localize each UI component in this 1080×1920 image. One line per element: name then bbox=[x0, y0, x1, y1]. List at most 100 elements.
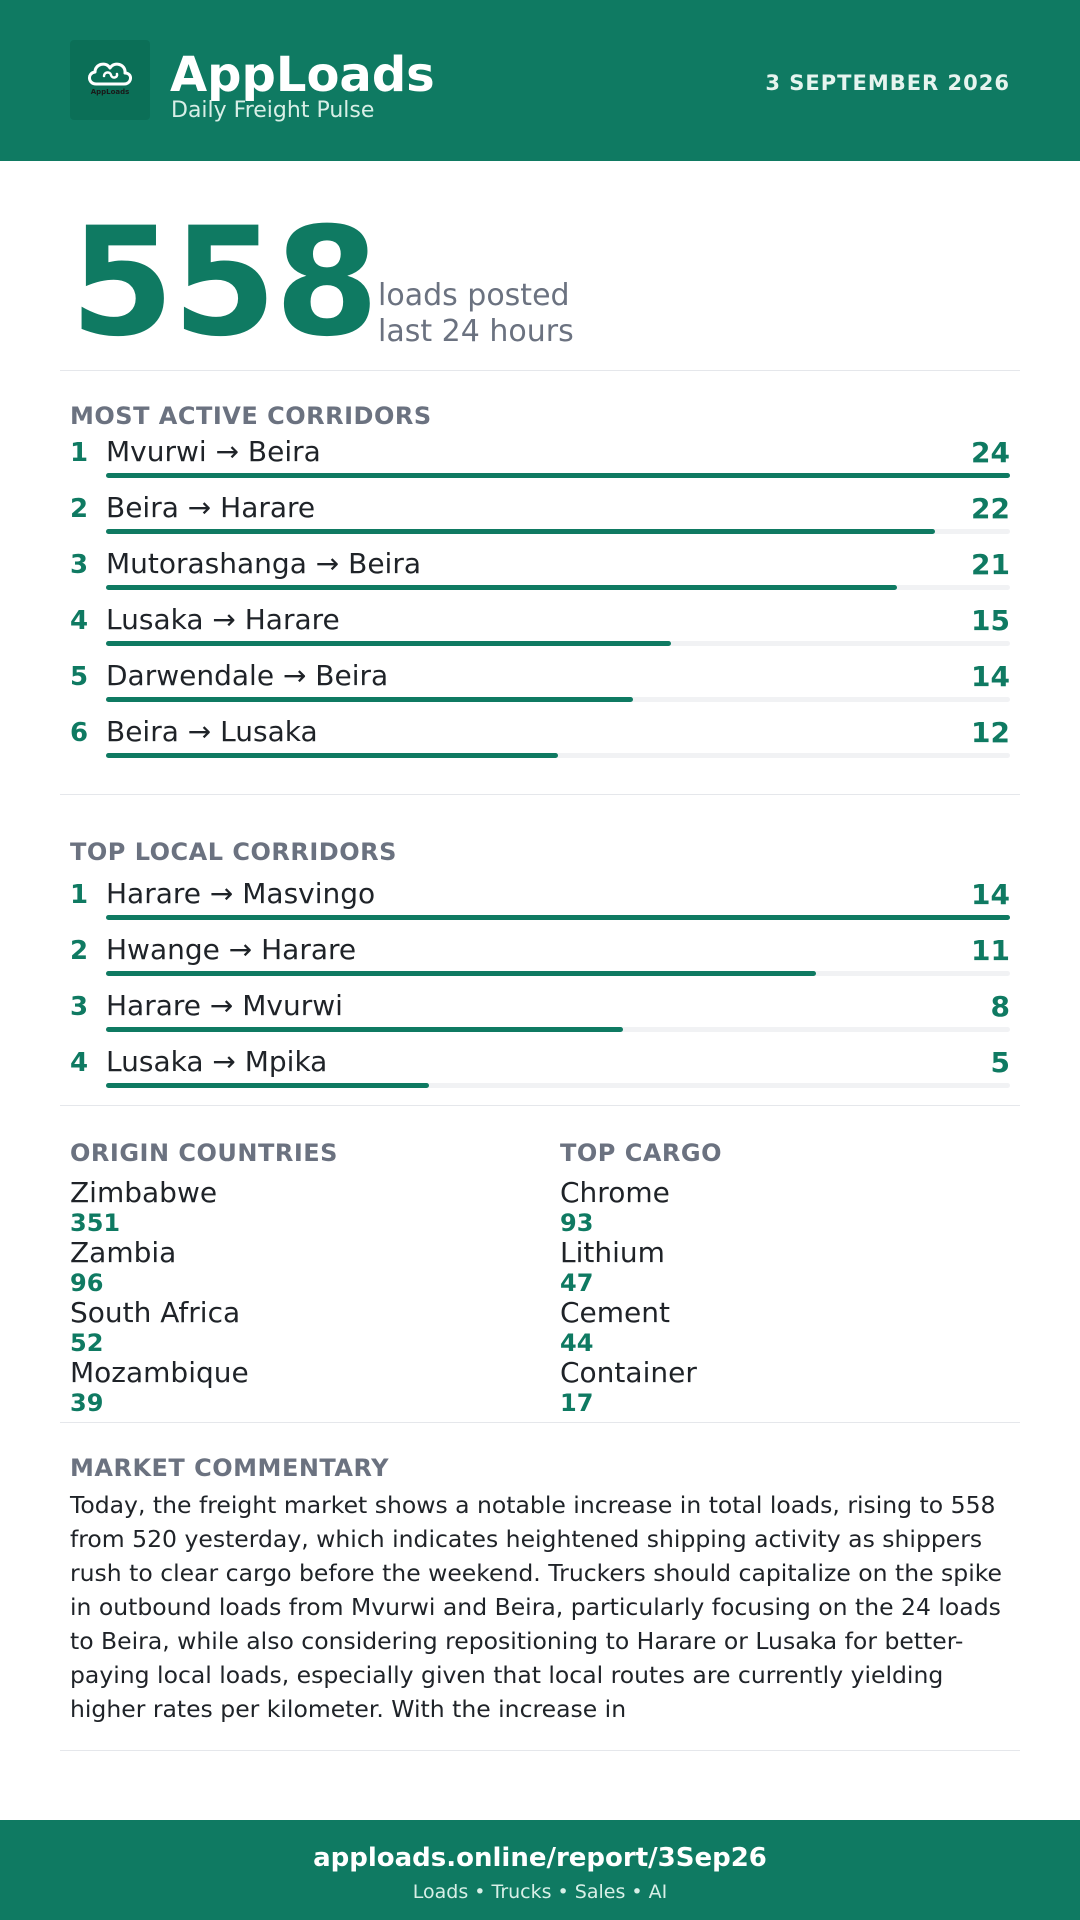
top-local-list: 1 Harare → Masvingo 14 2 Hwange → Harare 11 3 H… bbox=[70, 877, 1010, 1101]
stat-value: 39 bbox=[70, 1389, 104, 1417]
corridor-route: Darwendale → Beira bbox=[106, 659, 389, 692]
divider bbox=[60, 370, 1020, 371]
caption-line-1: loads posted bbox=[378, 278, 570, 313]
corridor-count: 12 bbox=[971, 716, 1010, 749]
corridor-route: Beira → Harare bbox=[106, 491, 316, 524]
corridor-count: 11 bbox=[971, 934, 1010, 967]
cloud-icon bbox=[88, 62, 132, 86]
corridor-bar-fill bbox=[106, 971, 817, 976]
footer: apploads.online/report/3Sep26 Loads • Tr… bbox=[0, 1820, 1080, 1920]
origin-countries-list: Zimbabwe 351 Zambia 96 South Africa 52 Mozambi… bbox=[70, 1176, 510, 1418]
stat-name: South Africa bbox=[70, 1296, 241, 1329]
corridor-row: 4 Lusaka → Mpika 5 bbox=[70, 1045, 1010, 1101]
market-commentary-text: Today, the freight market shows a notabl… bbox=[70, 1491, 1002, 1723]
corridor-bar-track bbox=[106, 697, 1010, 702]
corridor-row: 1 Harare → Masvingo 14 bbox=[70, 877, 1010, 933]
top-cargo-list: Chrome 93 Lithium 47 Cement 44 Container 17 bbox=[560, 1176, 1000, 1418]
corridor-route: Harare → Mvurwi bbox=[106, 989, 343, 1022]
caption-line-2: last 24 hours bbox=[378, 314, 574, 349]
corridor-route: Lusaka → Harare bbox=[106, 603, 340, 636]
stat-item: Lithium 47 bbox=[560, 1236, 1000, 1298]
corridor-bar-track bbox=[106, 971, 1010, 976]
corridor-rank: 2 bbox=[70, 494, 89, 524]
corridor-row: 5 Darwendale → Beira 14 bbox=[70, 659, 1010, 715]
loads-posted-caption: loads posted last 24 hours bbox=[378, 278, 574, 350]
stat-value: 17 bbox=[560, 1389, 594, 1417]
top-local-title: TOP LOCAL CORRIDORS bbox=[70, 838, 397, 866]
corridor-count: 21 bbox=[971, 548, 1010, 581]
corridor-bar-fill bbox=[106, 1083, 429, 1088]
corridor-rank: 2 bbox=[70, 936, 89, 966]
stat-item: Chrome 93 bbox=[560, 1176, 1000, 1238]
corridor-count: 8 bbox=[990, 990, 1010, 1023]
app-name: AppLoads bbox=[170, 47, 435, 103]
stat-value: 52 bbox=[70, 1329, 104, 1357]
origin-countries-title: ORIGIN COUNTRIES bbox=[70, 1139, 338, 1167]
corridor-count: 15 bbox=[971, 604, 1010, 637]
stat-item: Zimbabwe 351 bbox=[70, 1176, 510, 1238]
app-tagline: Daily Freight Pulse bbox=[171, 98, 375, 123]
stat-item: South Africa 52 bbox=[70, 1296, 510, 1358]
corridor-bar-track bbox=[106, 641, 1010, 646]
divider bbox=[60, 1422, 1020, 1423]
stat-value: 96 bbox=[70, 1269, 104, 1297]
corridor-row: 3 Harare → Mvurwi 8 bbox=[70, 989, 1010, 1045]
corridor-row: 4 Lusaka → Harare 15 bbox=[70, 603, 1010, 659]
corridor-bar-fill bbox=[106, 1027, 623, 1032]
corridor-bar-track bbox=[106, 1083, 1010, 1088]
divider bbox=[60, 1750, 1020, 1751]
corridor-count: 5 bbox=[990, 1046, 1010, 1079]
corridor-count: 14 bbox=[971, 660, 1010, 693]
corridor-bar-track bbox=[106, 585, 1010, 590]
stat-item: Container 17 bbox=[560, 1356, 1000, 1418]
corridor-rank: 1 bbox=[70, 880, 89, 910]
corridor-route: Hwange → Harare bbox=[106, 933, 357, 966]
corridor-bar-fill bbox=[106, 753, 558, 758]
stat-item: Mozambique 39 bbox=[70, 1356, 510, 1418]
stat-name: Chrome bbox=[560, 1176, 670, 1209]
stat-name: Zimbabwe bbox=[70, 1176, 218, 1209]
corridor-rank: 1 bbox=[70, 438, 89, 468]
report-date: 3 SEPTEMBER 2026 bbox=[765, 71, 1010, 95]
logo-wordmark: AppLoads bbox=[90, 88, 130, 96]
corridor-bar-fill bbox=[106, 529, 935, 534]
corridor-route: Harare → Masvingo bbox=[106, 877, 376, 910]
corridor-row: 2 Hwange → Harare 11 bbox=[70, 933, 1010, 989]
corridor-bar-track bbox=[106, 473, 1010, 478]
stat-value: 93 bbox=[560, 1209, 594, 1237]
corridor-bar-fill bbox=[106, 915, 1010, 920]
stat-name: Mozambique bbox=[70, 1356, 249, 1389]
corridor-rank: 4 bbox=[70, 1048, 89, 1078]
stat-value: 351 bbox=[70, 1209, 121, 1237]
corridor-bar-track bbox=[106, 1027, 1010, 1032]
stat-name: Zambia bbox=[70, 1236, 177, 1269]
corridor-route: Beira → Lusaka bbox=[106, 715, 318, 748]
corridor-count: 24 bbox=[971, 436, 1010, 469]
stat-name: Container bbox=[560, 1356, 697, 1389]
corridor-row: 2 Beira → Harare 22 bbox=[70, 491, 1010, 547]
corridor-row: 3 Mutorashanga → Beira 21 bbox=[70, 547, 1010, 603]
corridor-route: Lusaka → Mpika bbox=[106, 1045, 328, 1078]
corridor-rank: 5 bbox=[70, 662, 89, 692]
stat-item: Cement 44 bbox=[560, 1296, 1000, 1358]
corridor-route: Mutorashanga → Beira bbox=[106, 547, 421, 580]
stat-value: 44 bbox=[560, 1329, 594, 1357]
stat-name: Lithium bbox=[560, 1236, 665, 1269]
corridor-bar-fill bbox=[106, 697, 634, 702]
footer-tagline: Loads • Trucks • Sales • AI bbox=[412, 1881, 668, 1903]
app-logo: AppLoads bbox=[70, 40, 150, 120]
report-link[interactable]: apploads.online/report/3Sep26 bbox=[313, 1843, 767, 1873]
corridor-rank: 3 bbox=[70, 550, 89, 580]
corridor-bar-track bbox=[106, 915, 1010, 920]
divider bbox=[60, 794, 1020, 795]
top-cargo-title: TOP CARGO bbox=[560, 1139, 722, 1167]
corridor-rank: 6 bbox=[70, 718, 89, 748]
divider bbox=[60, 1105, 1020, 1106]
corridor-row: 6 Beira → Lusaka 12 bbox=[70, 715, 1010, 771]
header: AppLoads AppLoads Daily Freight Pulse 3 … bbox=[0, 0, 1080, 161]
stat-value: 47 bbox=[560, 1269, 594, 1297]
corridor-bar-fill bbox=[106, 473, 1010, 478]
corridor-rank: 3 bbox=[70, 992, 89, 1022]
market-commentary-title: MARKET COMMENTARY bbox=[70, 1454, 390, 1482]
stat-name: Cement bbox=[560, 1296, 671, 1329]
